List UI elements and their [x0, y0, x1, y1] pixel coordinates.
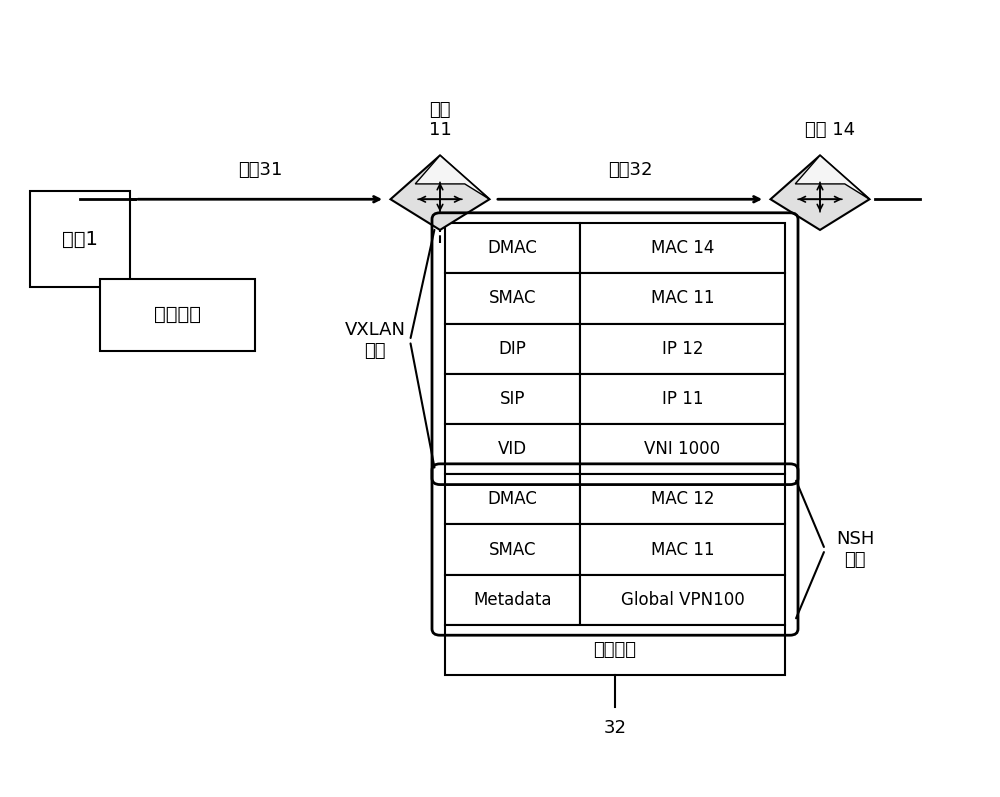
Bar — [445, 625, 785, 675]
Bar — [445, 324, 580, 374]
Bar — [445, 223, 580, 273]
Text: MAC 11: MAC 11 — [651, 289, 714, 308]
Bar — [580, 524, 785, 575]
Bar — [580, 324, 785, 374]
Bar — [445, 273, 580, 324]
Text: 设备 14: 设备 14 — [805, 121, 855, 139]
Bar — [580, 374, 785, 424]
Text: VID: VID — [498, 440, 527, 458]
Text: MAC 11: MAC 11 — [651, 540, 714, 559]
Text: 原始数据: 原始数据 — [154, 305, 201, 324]
Text: DMAC: DMAC — [488, 490, 537, 508]
Bar — [445, 424, 580, 474]
Text: 原始数据: 原始数据 — [594, 641, 637, 659]
Bar — [445, 474, 580, 524]
Polygon shape — [770, 155, 869, 230]
Text: 32: 32 — [604, 719, 626, 737]
Text: DIP: DIP — [499, 340, 526, 358]
Bar — [580, 223, 785, 273]
Text: NSH
封装: NSH 封装 — [836, 530, 874, 569]
Text: 报文32: 报文32 — [608, 161, 652, 179]
Bar — [445, 374, 580, 424]
Text: VXLAN
封装: VXLAN 封装 — [344, 321, 406, 360]
Text: SMAC: SMAC — [489, 540, 536, 559]
FancyBboxPatch shape — [100, 279, 255, 351]
Text: 报文31: 报文31 — [238, 161, 282, 179]
Bar — [445, 524, 580, 575]
Bar — [580, 424, 785, 474]
Polygon shape — [795, 155, 869, 199]
Bar — [580, 273, 785, 324]
Bar — [580, 474, 785, 524]
Text: SIP: SIP — [500, 390, 525, 408]
Text: 租户1: 租户1 — [62, 230, 98, 249]
Text: IP 11: IP 11 — [662, 390, 703, 408]
Text: MAC 14: MAC 14 — [651, 239, 714, 257]
Bar — [580, 575, 785, 625]
Text: 设备
11: 设备 11 — [429, 100, 451, 139]
Polygon shape — [390, 155, 490, 230]
Text: Metadata: Metadata — [473, 591, 552, 609]
FancyBboxPatch shape — [30, 191, 130, 287]
Text: MAC 12: MAC 12 — [651, 490, 714, 508]
Text: IP 12: IP 12 — [662, 340, 703, 358]
Text: VNI 1000: VNI 1000 — [644, 440, 721, 458]
Text: SMAC: SMAC — [489, 289, 536, 308]
Bar — [445, 575, 580, 625]
Text: Global VPN100: Global VPN100 — [621, 591, 744, 609]
Text: DMAC: DMAC — [488, 239, 537, 257]
Polygon shape — [415, 155, 490, 199]
